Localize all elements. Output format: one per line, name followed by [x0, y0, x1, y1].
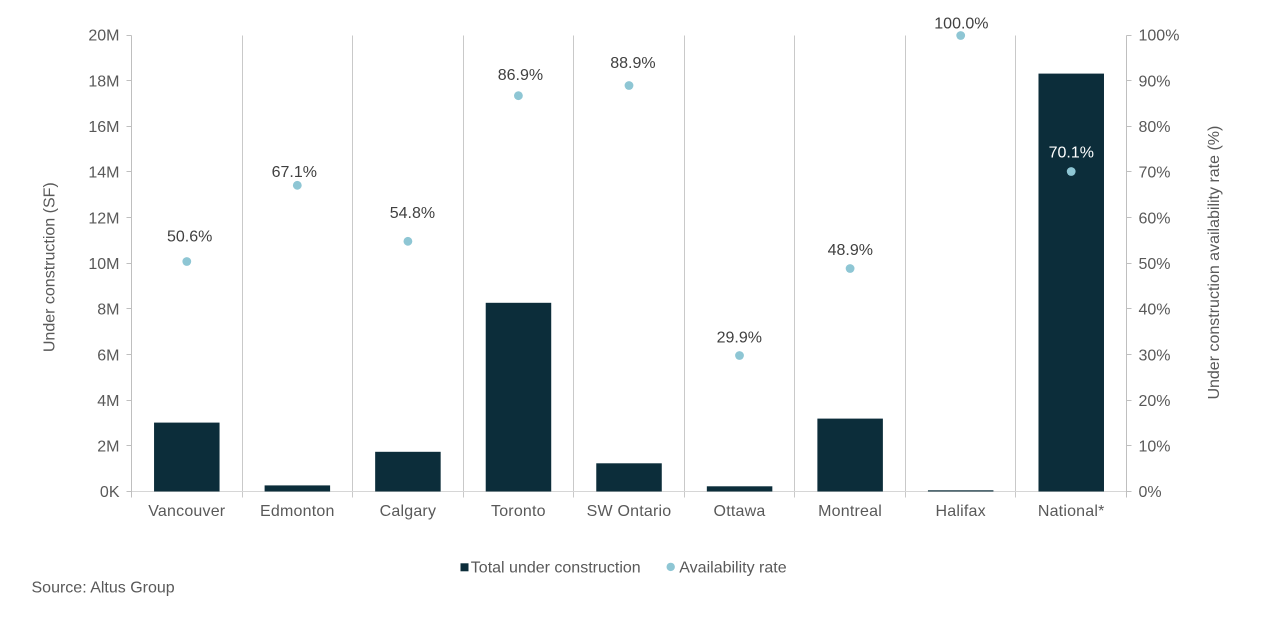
svg-text:Under construction availabilit: Under construction availability rate (%) [1206, 126, 1223, 400]
svg-text:Total under construction: Total under construction [471, 560, 641, 577]
svg-text:2M: 2M [97, 439, 119, 456]
svg-text:Vancouver: Vancouver [148, 503, 226, 520]
svg-text:Toronto: Toronto [491, 503, 546, 520]
svg-text:90%: 90% [1139, 73, 1171, 90]
svg-text:Under construction (SF): Under construction (SF) [41, 182, 58, 352]
svg-text:88.9%: 88.9% [610, 55, 655, 72]
svg-text:18M: 18M [88, 73, 119, 90]
svg-text:20M: 20M [88, 28, 119, 45]
svg-text:67.1%: 67.1% [272, 164, 317, 181]
svg-text:100%: 100% [1139, 28, 1180, 45]
svg-text:16M: 16M [88, 119, 119, 136]
svg-text:0%: 0% [1139, 484, 1162, 501]
svg-text:Halifax: Halifax [936, 503, 986, 520]
svg-text:50.6%: 50.6% [167, 228, 212, 245]
svg-text:6M: 6M [97, 347, 119, 364]
svg-text:30%: 30% [1139, 347, 1171, 364]
svg-text:40%: 40% [1139, 302, 1171, 319]
svg-text:70.1%: 70.1% [1049, 144, 1094, 161]
svg-text:80%: 80% [1139, 119, 1171, 136]
svg-text:54.8%: 54.8% [390, 205, 435, 222]
svg-text:70%: 70% [1139, 165, 1171, 182]
svg-text:100.0%: 100.0% [934, 15, 988, 32]
svg-text:10%: 10% [1139, 439, 1171, 456]
svg-text:10M: 10M [88, 256, 119, 273]
svg-text:Source: Altus Group: Source: Altus Group [32, 580, 175, 597]
svg-text:Montreal: Montreal [818, 503, 882, 520]
svg-text:Calgary: Calgary [380, 503, 437, 520]
svg-text:12M: 12M [88, 210, 119, 227]
svg-text:20%: 20% [1139, 393, 1171, 410]
svg-text:Availability rate: Availability rate [679, 560, 786, 577]
svg-text:4M: 4M [97, 393, 119, 410]
svg-text:Ottawa: Ottawa [714, 503, 766, 520]
svg-text:14M: 14M [88, 165, 119, 182]
svg-text:Edmonton: Edmonton [260, 503, 335, 520]
svg-text:60%: 60% [1139, 210, 1171, 227]
svg-text:86.9%: 86.9% [498, 67, 543, 84]
svg-text:SW Ontario: SW Ontario [587, 503, 672, 520]
svg-text:50%: 50% [1139, 256, 1171, 273]
svg-text:8M: 8M [97, 302, 119, 319]
svg-text:29.9%: 29.9% [717, 329, 762, 346]
svg-text:48.9%: 48.9% [828, 242, 873, 259]
svg-text:0K: 0K [100, 484, 120, 501]
svg-text:National*: National* [1038, 503, 1105, 520]
